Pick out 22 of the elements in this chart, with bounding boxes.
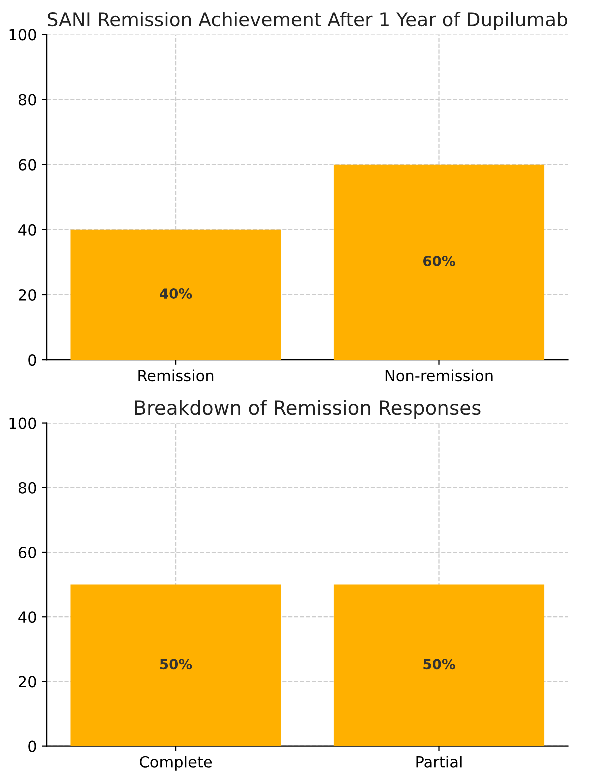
y-tick-label: 60 bbox=[18, 159, 36, 171]
y-tick-label: 100 bbox=[10, 29, 36, 41]
y-tick-label: 40 bbox=[18, 612, 36, 624]
data-label: 50% bbox=[160, 659, 192, 670]
x-tick-label: Non-remission bbox=[386, 370, 493, 382]
chart-title: SANI Remission Achievement After 1 Year of Dupilumab bbox=[48, 12, 568, 30]
data-label: 40% bbox=[160, 288, 192, 300]
y-tick-label: 80 bbox=[18, 482, 36, 494]
y-tick-label: 20 bbox=[19, 676, 36, 688]
y-tick-label: 40 bbox=[18, 224, 36, 236]
y-tick-label: 0 bbox=[28, 740, 36, 752]
x-tick-label: Remission bbox=[138, 370, 214, 382]
y-tick-label: 0 bbox=[28, 354, 36, 366]
y-tick-label: 80 bbox=[18, 94, 36, 106]
chart-title: Breakdown of Remission Responses bbox=[135, 400, 481, 419]
y-tick-label: 60 bbox=[18, 546, 36, 559]
data-label: 50% bbox=[424, 659, 456, 670]
y-tick-label: 20 bbox=[19, 289, 36, 302]
x-tick-label: Partial bbox=[416, 756, 462, 768]
x-tick-label: Complete bbox=[140, 756, 212, 771]
data-label: 60% bbox=[423, 256, 456, 266]
y-tick-label: 100 bbox=[10, 418, 36, 430]
